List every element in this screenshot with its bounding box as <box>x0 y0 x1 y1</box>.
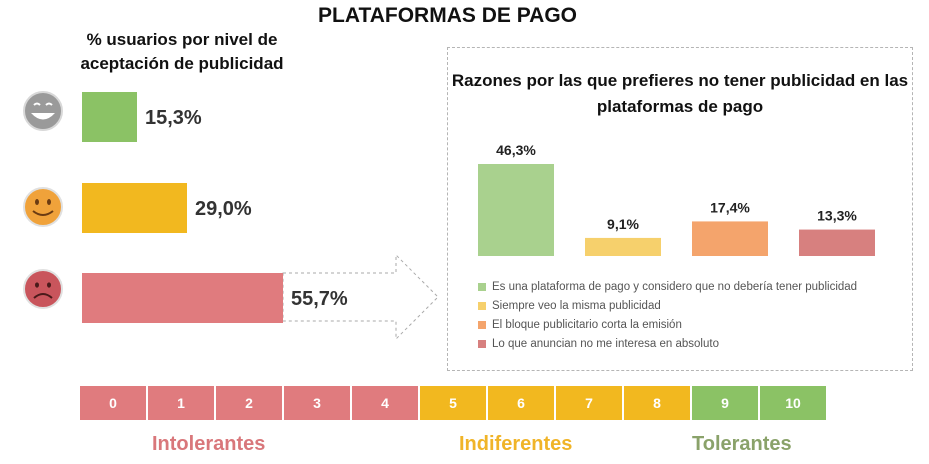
legend-item: Lo que anuncian no me interesa en absolu… <box>478 338 719 350</box>
legend-item: El bloque publicitario corta la emisión <box>478 319 682 331</box>
legend-swatch <box>478 283 486 291</box>
reason-bar <box>799 229 875 256</box>
scale-cell: 5 <box>420 386 486 420</box>
page-title: PLATAFORMAS DE PAGO <box>318 4 577 27</box>
scale-cell: 8 <box>624 386 690 420</box>
happy-face-icon <box>23 91 63 131</box>
legend-swatch <box>478 302 486 310</box>
reason-bar-value-label: 17,4% <box>710 199 750 215</box>
reason-bar-value-label: 46,3% <box>496 142 536 158</box>
sad-face-icon <box>23 269 63 309</box>
bar-intolerantes <box>82 273 283 323</box>
legend-label: Es una plataforma de pago y considero qu… <box>492 281 858 293</box>
reason-bar-value-label: 9,1% <box>607 216 639 232</box>
reason-bar-value-label: 13,3% <box>817 208 857 224</box>
reason-bar <box>478 164 554 256</box>
reason-bar <box>585 237 661 256</box>
scale-cell: 4 <box>352 386 418 420</box>
scale-cell: 7 <box>556 386 622 420</box>
scale-cell: 1 <box>148 386 214 420</box>
reasons-chart-title: Razones por las que prefieres no tener p… <box>451 71 909 116</box>
legend-swatch <box>478 340 486 348</box>
bar-value-label: 29,0% <box>195 198 252 220</box>
neutral-face-icon <box>23 187 63 227</box>
scale-cell: 2 <box>216 386 282 420</box>
legend-swatch <box>478 321 486 329</box>
scale-cell: 0 <box>80 386 146 420</box>
scale-cell: 10 <box>760 386 826 420</box>
scale-cell: 3 <box>284 386 350 420</box>
left-chart-subtitle: % usuarios por nivel de aceptación de pu… <box>80 30 284 73</box>
bar-value-label: 15,3% <box>145 107 202 129</box>
bar-indiferentes <box>82 183 187 233</box>
scale-cell: 9 <box>692 386 758 420</box>
scale-cell: 6 <box>488 386 554 420</box>
legend-label: Siempre veo la misma publicidad <box>492 300 661 312</box>
reason-bar <box>692 221 768 256</box>
legend-label: Lo que anuncian no me interesa en absolu… <box>492 338 719 350</box>
bar-tolerantes <box>82 92 137 142</box>
legend-label: El bloque publicitario corta la emisión <box>492 319 682 331</box>
bar-value-label: 55,7% <box>291 288 348 310</box>
group-label-tolerantes: Tolerantes <box>692 433 792 455</box>
legend-item: Es una plataforma de pago y considero qu… <box>478 281 857 293</box>
group-label-indiferentes: Indiferentes <box>459 433 573 455</box>
legend-item: Siempre veo la misma publicidad <box>478 300 661 312</box>
reasons-bar-chart: 46,3% 9,1% 17,4% 13,3% <box>478 142 875 256</box>
group-label-intolerantes: Intolerantes <box>152 433 266 455</box>
